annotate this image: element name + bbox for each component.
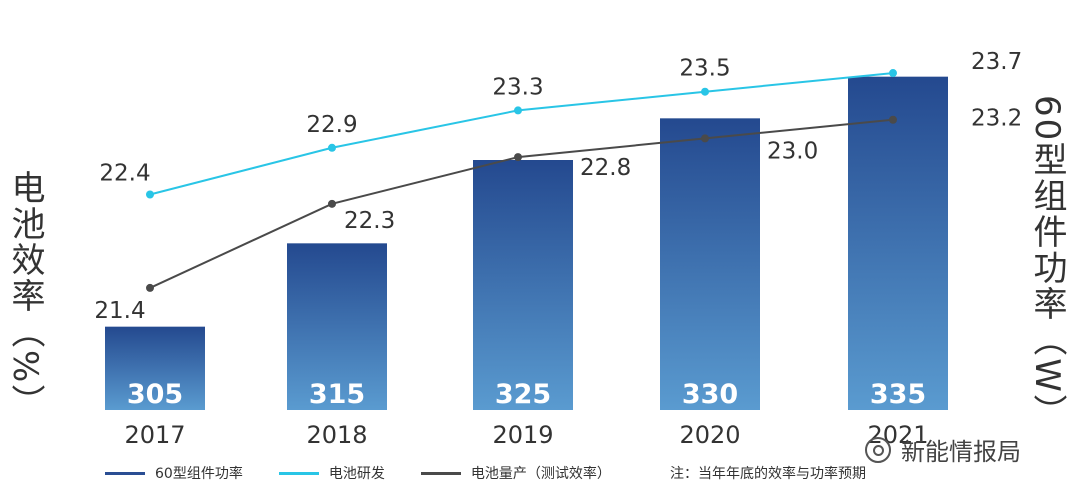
legend-item-cell-rd: 电池研发	[278, 463, 385, 483]
x-tick-label: 2018	[306, 421, 367, 449]
bar	[287, 243, 387, 410]
x-tick-label: 2020	[679, 421, 740, 449]
bar-value-label: 305	[127, 379, 183, 410]
legend-item-module-power: 60型组件功率	[105, 463, 243, 483]
bar-value-label: 315	[309, 379, 365, 410]
bar	[848, 76, 948, 411]
legend-label: 电池研发	[328, 466, 385, 482]
legend-swatch	[420, 471, 461, 475]
data-label: 21.4	[94, 298, 145, 324]
data-label: 23.2	[971, 106, 1022, 132]
data-point	[514, 106, 522, 115]
legend-swatch	[278, 471, 319, 475]
data-point	[146, 190, 154, 199]
bar-value-label: 325	[495, 379, 551, 410]
data-label: 22.4	[99, 160, 150, 186]
data-label: 23.0	[767, 138, 818, 164]
data-label: 23.5	[679, 56, 730, 82]
data-point	[889, 115, 897, 124]
legend-item-cell-mass: 电池量产（测试效率）	[420, 463, 611, 483]
legend-label: 电池量产（测试效率）	[470, 466, 611, 482]
data-label: 23.3	[492, 74, 543, 100]
data-point	[146, 283, 154, 292]
watermark-text: 新能情报局	[901, 438, 1021, 466]
chart-note: 注：当年年底的效率与功率预期	[670, 466, 866, 482]
data-point	[328, 199, 336, 208]
data-point	[701, 87, 709, 96]
legend-label: 60型组件功率	[155, 466, 243, 482]
bar-value-label: 335	[870, 379, 926, 410]
data-point	[701, 134, 709, 143]
watermark: 新能情报局	[865, 432, 1021, 467]
data-point	[328, 143, 336, 152]
right-axis-label: 60型组件功率（W）	[1027, 95, 1067, 430]
bar	[660, 118, 760, 410]
data-label: 23.7	[971, 49, 1022, 75]
bar-value-label: 330	[682, 379, 738, 410]
left-axis-label: 电池效率（%）	[5, 170, 45, 421]
bar	[105, 326, 205, 410]
data-label: 22.9	[306, 112, 357, 138]
bar	[473, 160, 573, 410]
wechat-icon	[865, 436, 891, 463]
data-label: 22.3	[344, 208, 395, 234]
x-tick-label: 2019	[492, 421, 553, 449]
chart-legend: 60型组件功率 电池研发 电池量产（测试效率）	[105, 463, 647, 483]
x-tick-label: 2017	[124, 421, 185, 449]
legend-swatch	[105, 471, 145, 475]
data-point	[514, 153, 522, 162]
data-point	[889, 69, 897, 78]
data-label: 22.8	[580, 155, 631, 181]
